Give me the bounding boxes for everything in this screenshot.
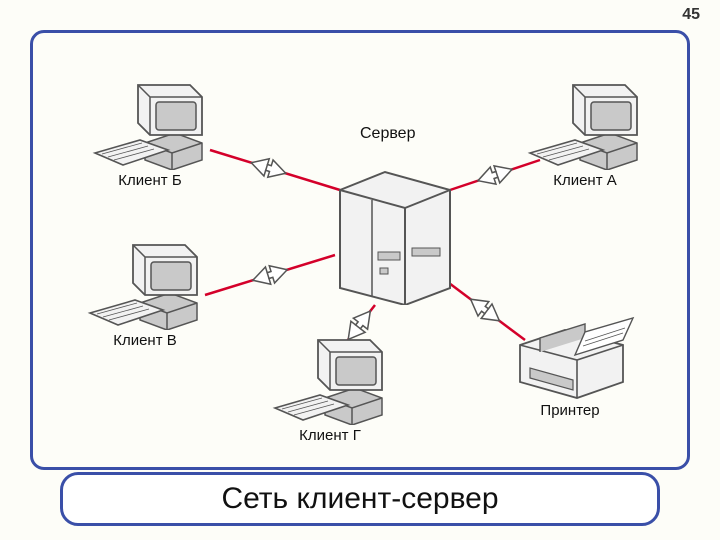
client-g-label: Клиент Г: [270, 427, 390, 444]
client-g-node: Клиент Г: [270, 330, 390, 444]
diagram-canvas: Сервер Клиент Б Клиент А Клиент В: [30, 30, 690, 470]
page-number: 45: [682, 6, 700, 24]
client-b-label: Клиент Б: [90, 172, 210, 189]
client-a-node: Клиент А: [525, 75, 645, 189]
client-v-label: Клиент В: [85, 332, 205, 349]
printer-icon: [505, 300, 635, 400]
server-node: [330, 160, 460, 305]
computer-icon: [85, 235, 205, 330]
client-a-label: Клиент А: [525, 172, 645, 189]
printer-node: Принтер: [505, 300, 635, 419]
title-text: Сеть клиент-сервер: [221, 482, 498, 516]
client-v-node: Клиент В: [85, 235, 205, 349]
client-b-node: Клиент Б: [90, 75, 210, 189]
server-label: Сервер: [360, 125, 415, 143]
computer-icon: [90, 75, 210, 170]
server-icon: [330, 160, 460, 305]
computer-icon: [270, 330, 390, 425]
computer-icon: [525, 75, 645, 170]
title-box: Сеть клиент-сервер: [60, 472, 660, 526]
printer-label: Принтер: [505, 402, 635, 419]
